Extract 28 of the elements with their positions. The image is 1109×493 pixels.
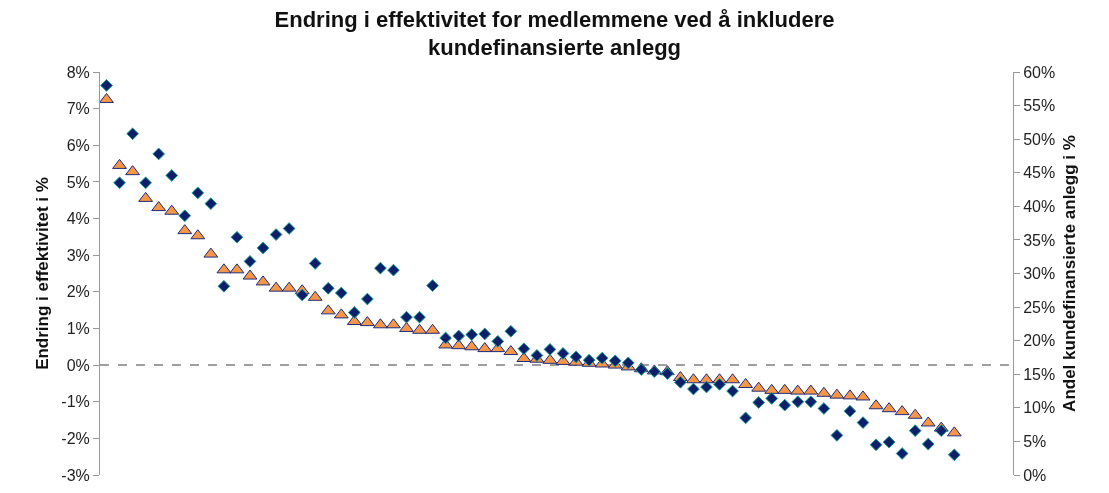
y-tick-label: 5% (66, 173, 90, 191)
y-tick-label: 0% (66, 356, 90, 374)
y-tick-label: -1% (61, 393, 90, 411)
y2-tick-label: 10% (1023, 399, 1056, 417)
y-tick-label: 8% (66, 63, 90, 81)
y-axis-title: Endring i effektivitet i % (32, 177, 52, 370)
y2-tick-label: 20% (1023, 332, 1056, 350)
y-tick-label: -3% (61, 466, 90, 484)
y2-tick-label: 50% (1023, 130, 1056, 148)
y-tick-label: 4% (66, 210, 90, 228)
y2-tick-label: 25% (1023, 298, 1056, 316)
y2-tick-label: 0% (1023, 466, 1047, 484)
y2-axis-title: Andel kundefinansierte anlegg i % (1059, 135, 1079, 412)
y-tick-label: 6% (66, 136, 90, 154)
y2-tick-label: 55% (1023, 97, 1056, 115)
y-tick-label: -2% (61, 429, 90, 447)
y-tick-label: 7% (66, 100, 90, 118)
y2-tick-label: 35% (1023, 231, 1056, 249)
y2-tick-label: 60% (1023, 63, 1056, 81)
y2-tick-label: 45% (1023, 164, 1056, 182)
chart-title: Endring i effektivitet for medlemmene ved å inkludere kundefinansierte anlegg (274, 6, 835, 61)
y2-tick-label: 5% (1023, 433, 1047, 451)
y-tick-label: 1% (66, 320, 90, 338)
y-tick-label: 2% (66, 283, 90, 301)
y2-tick-label: 15% (1023, 365, 1056, 383)
y-tick-label: 3% (66, 246, 90, 264)
y2-tick-label: 30% (1023, 265, 1056, 283)
y2-tick-label: 40% (1023, 197, 1056, 215)
